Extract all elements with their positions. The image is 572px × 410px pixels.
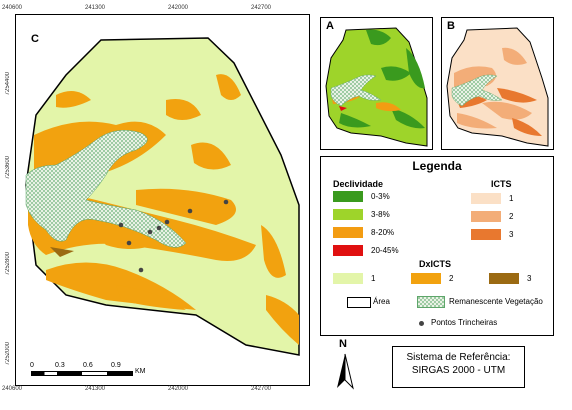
main-top-tick-1: 240600 xyxy=(2,5,23,11)
dxicts-class-3-patch xyxy=(50,247,74,257)
dxicts-swatch-3 xyxy=(489,273,519,284)
north-label: N xyxy=(339,338,347,350)
main-top-tick-3: 242000 xyxy=(168,5,189,11)
declividade-swatch-4 xyxy=(333,245,363,256)
icts-label-2: 2 xyxy=(509,212,514,221)
scale-label-3: 0.9 xyxy=(111,362,121,369)
declividade-label-2: 3-8% xyxy=(371,210,390,219)
dxicts-label-3: 3 xyxy=(527,274,532,283)
trench-points-label: Pontos Trincheiras xyxy=(431,318,498,327)
reference-system-box: Sistema de Referência: SIRGAS 2000 - UTM xyxy=(392,346,525,388)
vegetation-remnant xyxy=(25,129,187,248)
declividade-heading: Declividade xyxy=(333,179,384,189)
main-left-tick-1: 7254400 xyxy=(5,72,11,96)
legend-title: Legenda xyxy=(412,159,462,173)
area-swatch xyxy=(347,297,371,308)
dxicts-label-1: 1 xyxy=(371,274,376,283)
declividade-swatch-2 xyxy=(333,209,363,220)
main-map-canvas xyxy=(25,37,300,356)
reference-system-line1: Sistema de Referência: xyxy=(406,352,511,363)
icts-label-3: 3 xyxy=(509,230,514,239)
declividade-label-1: 0-3% xyxy=(371,192,390,201)
inset-a-frame: A xyxy=(320,17,433,150)
trench-point-symbol xyxy=(419,321,424,326)
icts-swatch-1 xyxy=(471,193,501,204)
main-bottom-tick-4: 242700 xyxy=(251,386,272,392)
dxicts-heading: DxICTS xyxy=(419,259,452,269)
icts-swatch-2 xyxy=(471,211,501,222)
main-bottom-tick-3: 242000 xyxy=(168,386,189,392)
declividade-label-3: 8-20% xyxy=(371,228,395,237)
trench-points xyxy=(118,199,229,273)
scale-label-1: 0.3 xyxy=(55,362,65,369)
reference-system-line2: SIRGAS 2000 - UTM xyxy=(411,365,506,376)
main-top-tick-2: 241300 xyxy=(85,5,106,11)
dxicts-label-2: 2 xyxy=(449,274,454,283)
inset-a-letter: A xyxy=(326,20,334,32)
icts-swatch-3 xyxy=(471,229,501,240)
inset-b-letter: B xyxy=(447,20,455,32)
scale-label-0: 0 xyxy=(30,362,34,369)
main-bottom-tick-1: 240600 xyxy=(2,386,23,392)
scale-label-2: 0.6 xyxy=(83,362,93,369)
main-top-tick-4: 242700 xyxy=(251,5,272,11)
area-label: Área xyxy=(373,297,390,306)
main-map-frame: C xyxy=(15,14,310,386)
dxicts-swatch-1 xyxy=(333,273,363,284)
vegetation-swatch xyxy=(417,296,445,308)
inset-b-map xyxy=(446,27,549,147)
scale-unit: KM xyxy=(135,368,146,375)
legend-panel: Legenda Declividade 0-3% 3-8% 8-20% 20-4… xyxy=(320,156,554,336)
dxicts-swatch-2 xyxy=(411,273,441,284)
declividade-swatch-3 xyxy=(333,227,363,238)
declividade-swatch-1 xyxy=(333,191,363,202)
icts-label-1: 1 xyxy=(509,194,514,203)
vegetation-label: Remanescente Vegetação xyxy=(449,297,543,306)
main-map-letter: C xyxy=(31,33,39,45)
main-left-tick-4: 7252000 xyxy=(5,342,11,366)
declividade-label-4: 20-45% xyxy=(371,246,399,255)
north-arrow-icon xyxy=(337,353,354,390)
scale-bar: 0 0.3 0.6 0.9 KM xyxy=(30,362,146,376)
main-left-tick-2: 7253600 xyxy=(5,156,11,180)
inset-a-map xyxy=(325,27,428,147)
main-left-tick-3: 7252800 xyxy=(5,252,11,276)
inset-b-frame: B xyxy=(441,17,554,150)
main-bottom-tick-2: 241300 xyxy=(85,386,106,392)
icts-heading: ICTS xyxy=(491,179,512,189)
